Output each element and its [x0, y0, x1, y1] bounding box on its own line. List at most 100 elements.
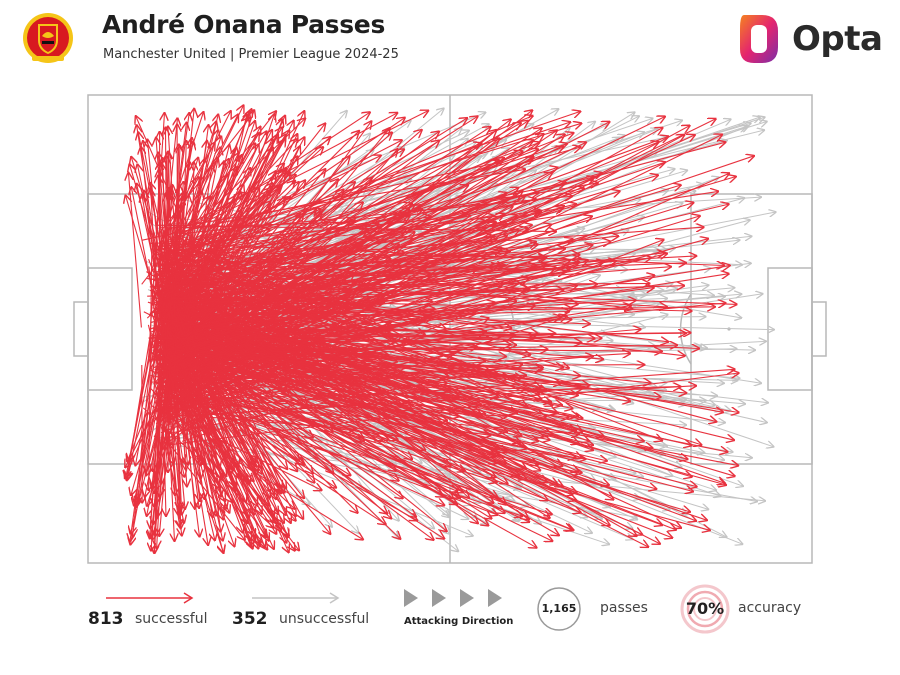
successful-pass-arrow — [158, 336, 662, 525]
successful-pass-arrow — [158, 333, 690, 340]
successful-pass-arrow — [156, 147, 580, 267]
successful-pass-arrow — [164, 268, 494, 504]
attacking-direction-icon — [404, 589, 502, 607]
successful-pass-arrow — [161, 355, 550, 440]
unsuccessful-label: unsuccessful — [279, 611, 370, 627]
successful-pass-arrow — [168, 275, 655, 373]
successful-passes — [125, 105, 754, 553]
pitch-chart — [73, 94, 827, 564]
successful-pass-arrow — [163, 381, 711, 531]
successful-pass-arrow — [165, 324, 243, 533]
successful-pass-arrow — [162, 395, 491, 436]
successful-pass-arrow — [184, 254, 667, 371]
passes-label: passes — [600, 600, 648, 616]
legend: 813 successful 352 unsuccessful Attackin… — [0, 575, 900, 655]
opta-logo: Opta — [738, 10, 883, 68]
successful-pass-arrow — [157, 300, 256, 466]
successful-pass-arrow — [150, 374, 576, 458]
accuracy-target-icon — [680, 584, 730, 634]
successful-pass-arrow — [151, 405, 322, 490]
successful-pass-arrow — [173, 284, 579, 444]
successful-pass-arrow — [173, 244, 221, 478]
successful-pass-arrow — [179, 351, 205, 500]
successful-pass-arrow — [173, 253, 570, 369]
successful-pass-arrow — [171, 382, 417, 521]
successful-pass-arrow — [184, 135, 277, 325]
successful-pass-arrow — [169, 196, 525, 421]
successful-pass-arrow — [145, 402, 159, 471]
attacking-direction-label: Attacking Direction — [404, 616, 514, 627]
successful-pass-arrow — [164, 173, 730, 423]
successful-pass-arrow — [179, 248, 502, 373]
successful-pass-arrow — [161, 259, 390, 349]
successful-pass-arrow — [185, 354, 444, 496]
successful-pass-arrow — [169, 392, 295, 509]
successful-pass-arrow — [166, 337, 465, 472]
successful-pass-arrow — [164, 355, 230, 512]
successful-pass-arrow — [157, 175, 658, 328]
successful-pass-arrow — [156, 369, 735, 411]
successful-pass-arrow — [157, 134, 565, 390]
successful-pass-arrow — [151, 130, 497, 424]
accuracy-value: 70% — [685, 599, 725, 618]
successful-pass-arrow — [159, 318, 739, 412]
left-six-yard-box — [87, 267, 133, 391]
successful-pass-arrow — [168, 211, 542, 259]
successful-pass-arrow — [166, 239, 496, 269]
successful-pass-arrow — [171, 133, 259, 288]
successful-pass-arrow — [166, 348, 331, 366]
successful-pass-arrow — [176, 156, 533, 407]
successful-pass-arrow — [173, 362, 281, 532]
successful-pass-arrow — [165, 185, 681, 343]
successful-pass-arrow — [158, 377, 386, 525]
successful-pass-arrow — [149, 289, 558, 413]
page-subtitle: Manchester United | Premier League 2024-… — [103, 47, 399, 62]
successful-pass-arrow — [154, 260, 570, 354]
successful-pass-arrow — [158, 123, 582, 252]
successful-pass-arrow — [141, 111, 276, 285]
successful-pass-arrow — [165, 205, 422, 370]
successful-pass-arrow — [141, 147, 172, 409]
successful-pass-arrow — [158, 114, 238, 269]
successful-pass-arrow — [165, 245, 593, 359]
successful-pass-arrow — [164, 286, 412, 459]
successful-pass-arrow — [179, 214, 304, 364]
successful-pass-arrow — [177, 244, 538, 318]
successful-pass-arrow — [165, 206, 513, 382]
successful-pass-arrow — [127, 332, 152, 480]
successful-pass-arrow — [178, 127, 491, 329]
successful-pass-arrow — [165, 354, 739, 465]
successful-arrow-icon — [106, 592, 194, 604]
successful-pass-arrow — [164, 143, 215, 233]
successful-pass-arrow — [159, 210, 409, 286]
successful-pass-arrow — [162, 354, 691, 512]
successful-pass-arrow — [146, 336, 402, 416]
successful-pass-arrow — [175, 274, 478, 524]
successful-pass-arrow — [170, 112, 370, 245]
successful-pass-arrow — [169, 251, 510, 278]
successful-pass-arrow — [159, 175, 228, 279]
successful-pass-arrow — [137, 273, 165, 503]
successful-pass-arrow — [157, 185, 172, 382]
successful-pass-arrow — [168, 141, 439, 348]
successful-pass-arrow — [183, 382, 200, 508]
unsuccessful-arrow-icon — [252, 592, 340, 604]
successful-pass-arrow — [172, 179, 339, 353]
successful-pass-arrow — [169, 265, 499, 348]
successful-pass-arrow — [153, 144, 258, 375]
unsuccessful-count: 352 — [232, 609, 268, 629]
successful-label: successful — [135, 611, 208, 627]
successful-pass-arrow — [172, 356, 593, 397]
successful-pass-arrow — [182, 329, 653, 449]
page-title: André Onana Passes — [102, 10, 386, 39]
successful-pass-arrow — [173, 138, 192, 293]
successful-pass-arrow — [190, 244, 342, 307]
successful-pass-arrow — [152, 276, 175, 484]
opta-logo-icon — [740, 15, 778, 63]
successful-pass-arrow — [166, 373, 739, 446]
successful-pass-arrow — [162, 216, 471, 247]
successful-pass-arrow — [177, 266, 288, 370]
successful-pass-arrow — [164, 199, 536, 283]
successful-pass-arrow — [161, 329, 641, 373]
successful-pass-arrow — [167, 113, 189, 268]
